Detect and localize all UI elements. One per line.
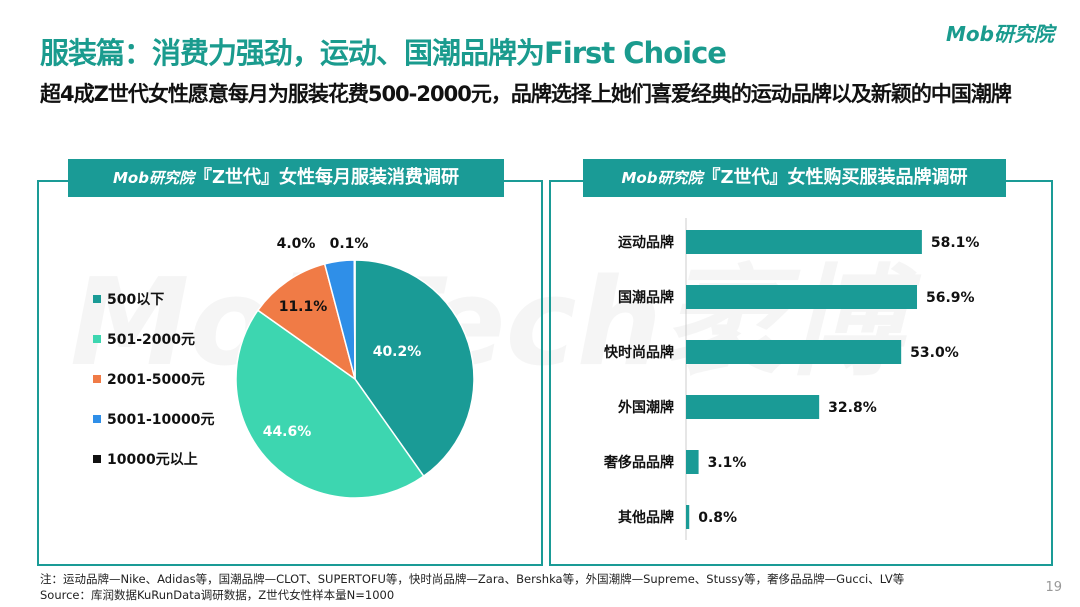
bar (686, 505, 690, 529)
legend-label: 500以下 (107, 292, 165, 308)
pie-data-label: 0.1% (330, 236, 369, 252)
bar-category-label: 快时尚品牌 (604, 344, 674, 361)
watermark: MobTech袤博 (70, 225, 902, 399)
bar-data-label: 0.8% (698, 510, 737, 526)
pie-slice (256, 263, 357, 381)
bar-category-label: 外国潮牌 (618, 399, 674, 416)
bar (686, 285, 918, 309)
legend-item: 2001-5000元 (93, 369, 205, 389)
pie-data-label: 44.6% (263, 424, 312, 440)
bar (686, 395, 820, 419)
bar (686, 230, 922, 254)
bar-data-label: 58.1% (931, 235, 980, 251)
bar-category-label: 其他品牌 (618, 509, 674, 526)
bar-data-label: 53.0% (910, 345, 959, 361)
brand-logo: Mob研究院 (946, 22, 1054, 46)
bar (686, 450, 699, 474)
legend-item: 10000元以上 (93, 449, 198, 469)
bar-data-label: 32.8% (828, 400, 877, 416)
legend-swatch (93, 375, 101, 383)
pie-slice (353, 259, 356, 380)
legend-swatch (93, 415, 101, 423)
legend-label: 501-2000元 (107, 332, 195, 348)
pie-chart-header: Mob研究院『Z世代』女性每月服装消费调研 (68, 159, 504, 197)
page-subtitle: 超4成Z世代女性愿意每月为服装花费500-2000元，品牌选择上她们喜爱经典的运… (40, 82, 1012, 106)
bar-data-label: 3.1% (708, 455, 747, 471)
legend-label: 5001-10000元 (107, 412, 215, 428)
source: Source：库润数据KuRunData调研数据，Z世代女性样本量N=1000 (40, 588, 395, 602)
bar-category-label: 运动品牌 (618, 234, 674, 251)
pie-chart-title: 『Z世代』女性每月服装消费调研 (193, 167, 460, 188)
bar (686, 340, 902, 364)
bar-chart-title: 『Z世代』女性购买服装品牌调研 (702, 167, 968, 188)
header-brand: Mob研究院 (621, 169, 703, 187)
pie-data-label: 4.0% (277, 236, 316, 252)
pie-data-label: 11.1% (279, 299, 328, 315)
legend-swatch (93, 455, 101, 463)
bar-category-label: 奢侈品品牌 (603, 454, 674, 471)
pie-slice (235, 309, 425, 499)
pie-chart: 40.2% 44.6% 11.1% 4.0% 0.1% (235, 236, 475, 499)
page-number: 19 (1045, 580, 1062, 595)
pie-slice (354, 259, 475, 478)
legend-item: 5001-10000元 (93, 409, 214, 429)
bar-chart-header: Mob研究院『Z世代』女性购买服装品牌调研 (583, 159, 1006, 197)
bar-data-label: 56.9% (926, 290, 975, 306)
bar-chart: 运动品牌 58.1% 国潮品牌 56.9% 快时尚品牌 53.0% 外国潮牌 32.8% 奢侈品… (603, 218, 980, 540)
header-brand: Mob研究院 (112, 169, 194, 187)
bar-category-label: 国潮品牌 (618, 289, 674, 306)
pie-data-label: 40.2% (373, 344, 422, 360)
legend-swatch (93, 295, 101, 303)
legend-swatch (93, 335, 101, 343)
legend-item: 500以下 (93, 289, 164, 309)
footnote: 注：运动品牌—Nike、Adidas等，国潮品牌—CLOT、SUPERTOFU等… (40, 572, 905, 586)
page-title: 服装篇：消费力强劲，运动、国潮品牌为First Choice (40, 36, 727, 70)
legend-item: 501-2000元 (93, 329, 195, 349)
legend-label: 2001-5000元 (107, 372, 205, 388)
legend-label: 10000元以上 (107, 452, 198, 468)
